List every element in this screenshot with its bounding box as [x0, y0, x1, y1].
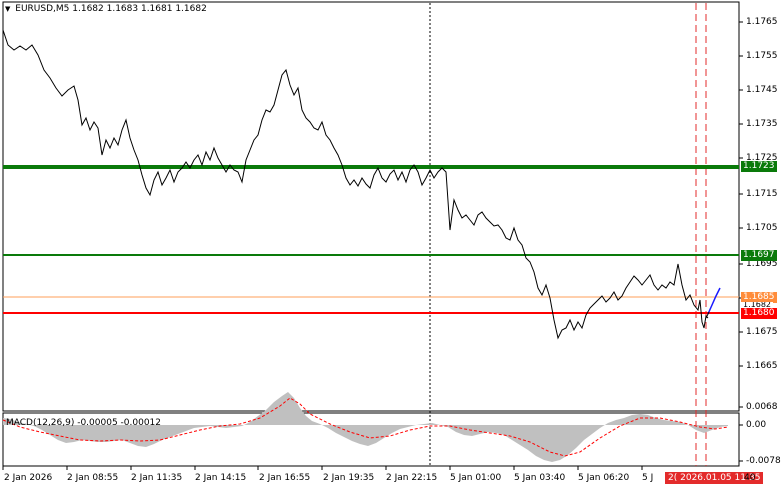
price-tick: 1.1675	[746, 327, 778, 337]
price-tick: 1.1755	[746, 51, 778, 61]
time-tick: 2 Jan 08:55	[67, 473, 119, 483]
time-tick: 2 Jan 11:35	[131, 473, 183, 483]
macd-axis-ticks	[739, 406, 743, 462]
macd-tick: 0.0068	[746, 402, 778, 412]
time-axis-ticks	[2, 466, 643, 470]
time-tick: 2 Jan 14:15	[195, 473, 247, 483]
time-tick: 5 J	[642, 473, 654, 483]
time-tick: 2 Jan 2026	[4, 473, 53, 483]
price-tick: 1.1665	[746, 361, 778, 371]
crosshair-time-label: 2( 2026.01.05 11:35	[665, 472, 764, 484]
level-tag-upper: 1.1723	[741, 161, 777, 172]
symbol-label: EURUSD,M5	[15, 4, 70, 14]
collapse-triangle-icon[interactable]: ▼	[5, 5, 11, 13]
time-tick: 2 Jan 19:35	[323, 473, 375, 483]
crosshair-datetime: 2026.01.05 11:35	[680, 473, 761, 483]
macd-tick: 0.00	[746, 420, 767, 430]
price-tick: 1.1695	[746, 259, 778, 269]
current-price-tag: 1.1685	[741, 292, 777, 303]
ohlc-values: 1.1682 1.1683 1.1681 1.1682	[72, 4, 207, 14]
macd-tick: -0.0078	[746, 456, 781, 466]
price-tick: 1.1765	[746, 17, 778, 27]
price-series-tail	[705, 311, 710, 319]
overlapped-price-tag: 1.1682	[741, 302, 773, 308]
time-tick: 5 Jan 01:00	[450, 473, 502, 483]
time-tick: 5 Jan 03:40	[514, 473, 566, 483]
crosshair-prefix: 2(	[668, 473, 678, 483]
price-tick: 1.1705	[746, 223, 778, 233]
price-tick: 1.1715	[746, 189, 778, 199]
macd-histogram	[3, 392, 728, 462]
overlay-segment	[707, 287, 721, 315]
price-pane-frame	[2, 1, 740, 412]
level-tag-red: 1.1680	[741, 308, 777, 319]
price-series	[2, 29, 709, 340]
macd-signal-line	[2, 397, 729, 457]
price-tick: 1.1725	[746, 153, 778, 163]
time-tick: 2 Jan 16:55	[259, 473, 311, 483]
time-tick: 5 Jan 06:20	[578, 473, 630, 483]
price-tick: 1.1745	[746, 85, 778, 95]
time-tick: 2 Jan 22:15	[386, 473, 438, 483]
time-tick-partial: 40	[744, 473, 756, 483]
macd-label: MACD(12,26,9) -0.00005 -0.00012	[6, 418, 162, 428]
level-tag-lower: 1.1697	[741, 250, 777, 261]
price-tick: 1.1735	[746, 119, 778, 129]
macd-pane-frame	[2, 412, 740, 467]
chart-header: ▼ EURUSD,M5 1.1682 1.1683 1.1681 1.1682	[5, 4, 207, 14]
